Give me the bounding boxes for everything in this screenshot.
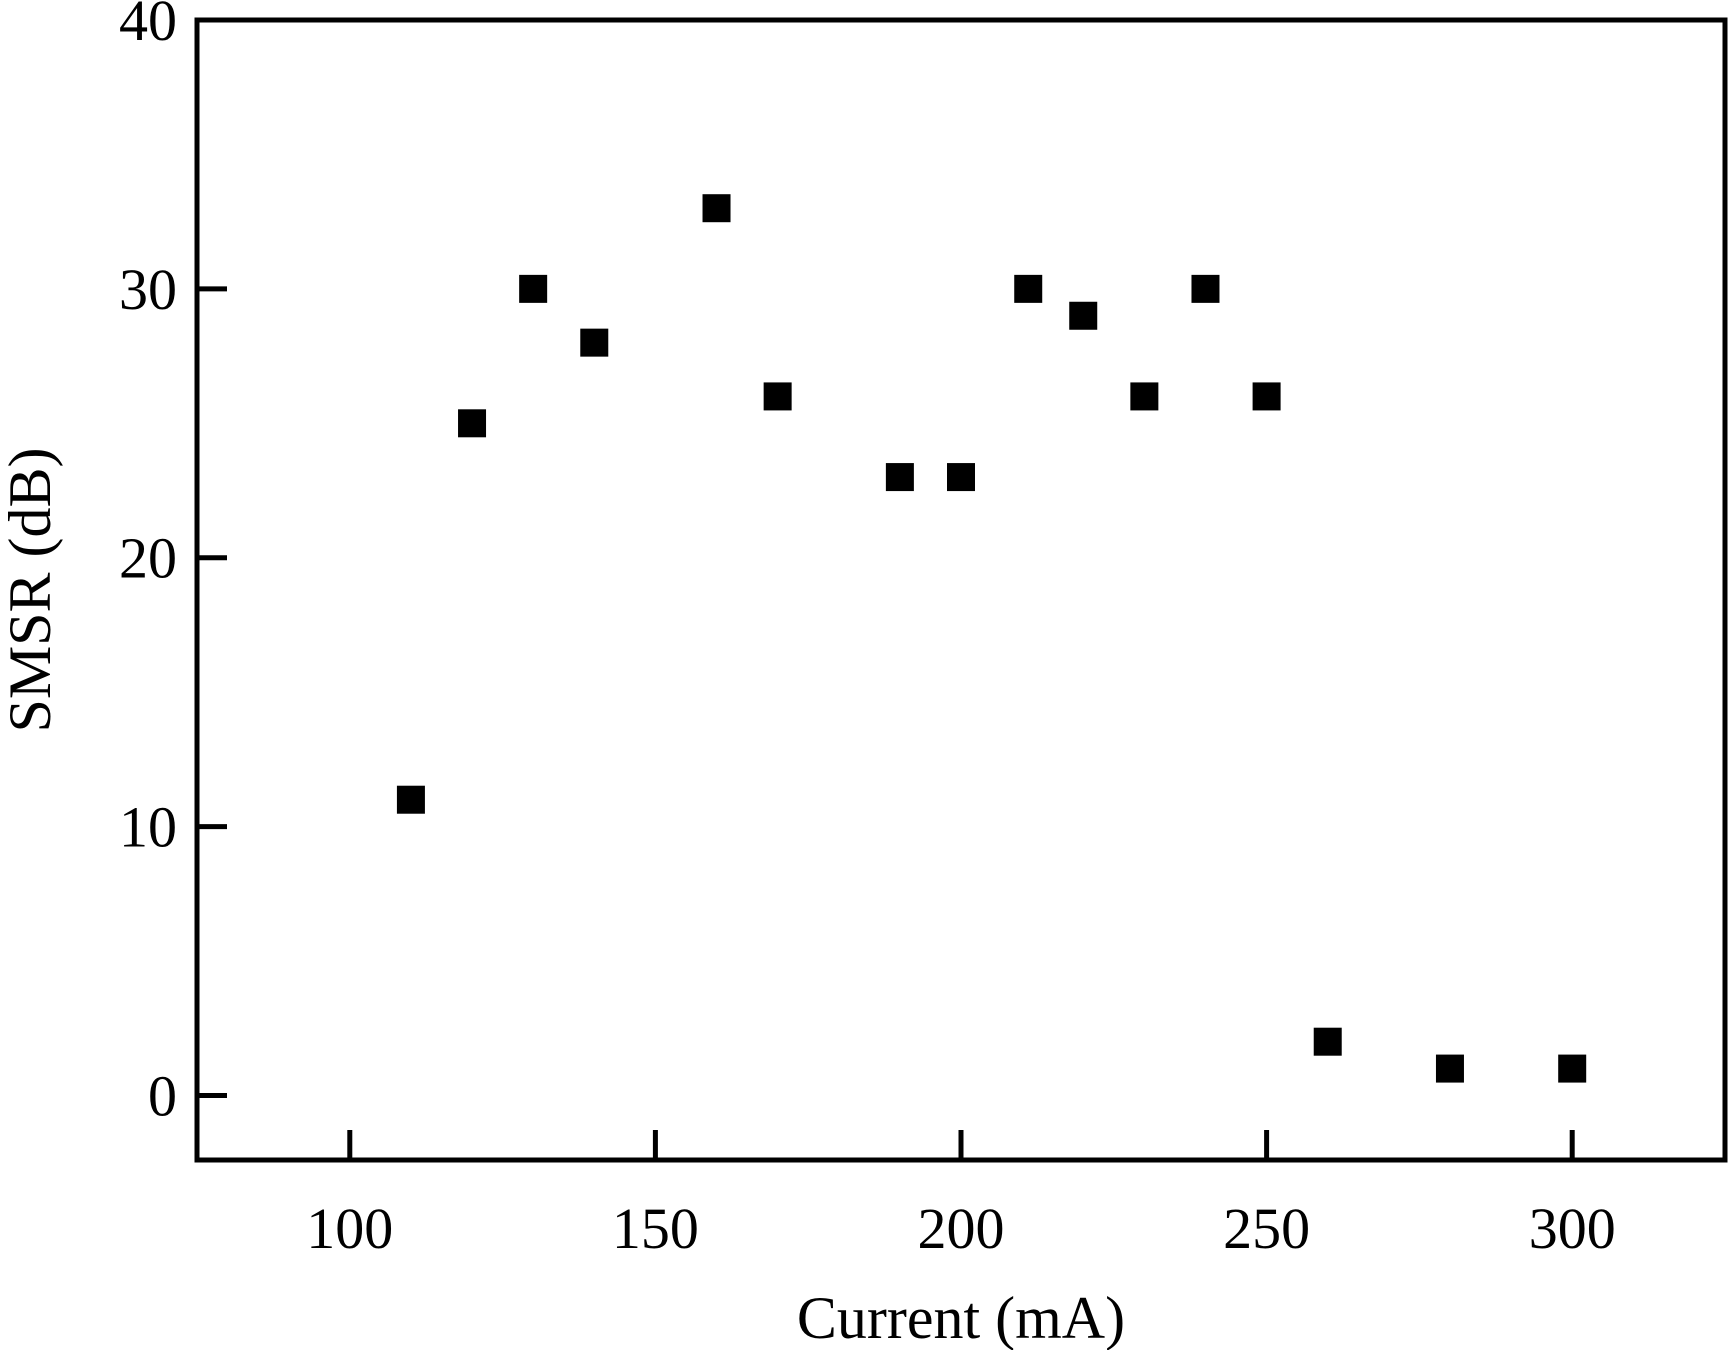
x-tick-label: 150: [612, 1196, 699, 1261]
x-tick-label: 100: [306, 1196, 393, 1261]
y-axis-title: SMSR (dB): [0, 447, 63, 732]
data-point: [763, 382, 792, 411]
x-tick-label: 300: [1529, 1196, 1616, 1261]
data-point: [1313, 1027, 1342, 1056]
y-tick-label: 10: [119, 795, 177, 860]
data-point: [1558, 1054, 1587, 1083]
y-axis-ticks: 0 10 20 30 40: [119, 0, 227, 1128]
plot-frame: [194, 17, 1728, 1163]
data-point: [885, 463, 914, 492]
data-points: [396, 194, 1587, 1083]
data-point: [1191, 274, 1220, 303]
data-point: [1130, 382, 1159, 411]
x-tick-label: 200: [918, 1196, 1005, 1261]
y-tick-label: 40: [119, 0, 177, 53]
data-point: [1435, 1054, 1464, 1083]
data-point: [1252, 382, 1281, 411]
data-point: [458, 409, 487, 438]
data-point: [1014, 274, 1043, 303]
y-tick-label: 0: [148, 1063, 177, 1128]
data-point: [580, 328, 609, 357]
y-tick-label: 20: [119, 526, 177, 591]
data-point: [519, 274, 548, 303]
data-point: [702, 194, 731, 223]
data-point: [1069, 301, 1098, 330]
x-axis-ticks: 100 150 200 250 300: [306, 1130, 1616, 1261]
data-point: [947, 463, 975, 492]
y-tick-label: 30: [119, 257, 177, 322]
x-axis-title: Current (mA): [797, 1285, 1125, 1350]
data-point: [396, 785, 425, 814]
x-tick-label: 250: [1223, 1196, 1310, 1261]
